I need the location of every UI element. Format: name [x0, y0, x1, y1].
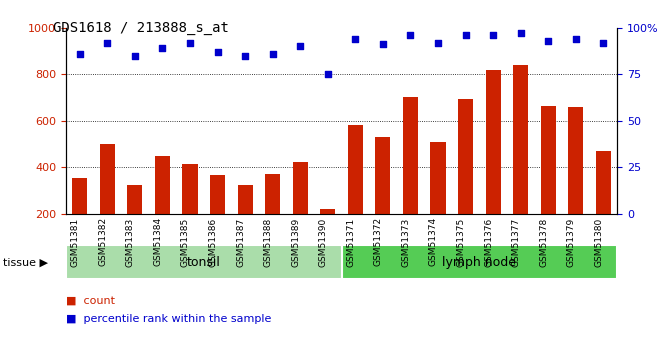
Text: GSM51388: GSM51388 [263, 217, 273, 267]
Bar [127, 185, 143, 214]
Point [543, 38, 554, 43]
Bar [238, 185, 253, 214]
Text: tonsil: tonsil [187, 256, 220, 269]
Point [405, 32, 416, 38]
Text: GSM51382: GSM51382 [98, 217, 108, 266]
Bar [596, 151, 611, 214]
Text: GSM51390: GSM51390 [319, 217, 328, 267]
Point [240, 53, 250, 58]
Bar [100, 144, 115, 214]
Text: GSM51383: GSM51383 [126, 217, 135, 267]
Bar [182, 164, 197, 214]
Bar [376, 137, 391, 214]
Text: GSM51371: GSM51371 [346, 217, 355, 267]
Text: GSM51376: GSM51376 [484, 217, 493, 267]
Point [213, 49, 223, 55]
Bar [486, 69, 501, 214]
Point [488, 32, 498, 38]
Text: GSM51378: GSM51378 [539, 217, 548, 267]
Point [598, 40, 609, 45]
Point [350, 36, 360, 41]
Bar [541, 106, 556, 214]
Point [129, 53, 140, 58]
Point [102, 40, 113, 45]
Bar [66, 245, 342, 279]
Bar [568, 107, 583, 214]
Point [460, 32, 471, 38]
Bar [320, 209, 335, 214]
Point [433, 40, 444, 45]
Text: GSM51387: GSM51387 [236, 217, 245, 267]
Bar [403, 97, 418, 214]
Bar [342, 245, 617, 279]
Text: GSM51381: GSM51381 [71, 217, 80, 267]
Text: GSM51373: GSM51373 [401, 217, 411, 267]
Bar [458, 99, 473, 214]
Bar [513, 65, 528, 214]
Point [75, 51, 85, 57]
Text: GSM51389: GSM51389 [291, 217, 300, 267]
Text: GSM51374: GSM51374 [429, 217, 438, 266]
Text: GDS1618 / 213888_s_at: GDS1618 / 213888_s_at [53, 21, 228, 35]
Text: GSM51384: GSM51384 [153, 217, 162, 266]
Text: GSM51377: GSM51377 [512, 217, 521, 267]
Text: GSM51375: GSM51375 [457, 217, 465, 267]
Point [570, 36, 581, 41]
Point [295, 43, 306, 49]
Bar [348, 125, 363, 214]
Bar [210, 176, 225, 214]
Text: GSM51386: GSM51386 [209, 217, 218, 267]
Bar [292, 161, 308, 214]
Bar [265, 174, 280, 214]
Point [378, 42, 388, 47]
Bar [72, 178, 87, 214]
Point [515, 30, 526, 36]
Text: lymph node: lymph node [442, 256, 516, 269]
Text: ■  count: ■ count [66, 295, 115, 305]
Text: GSM51380: GSM51380 [594, 217, 603, 267]
Text: GSM51372: GSM51372 [374, 217, 383, 266]
Bar [155, 156, 170, 214]
Text: ■  percentile rank within the sample: ■ percentile rank within the sample [66, 314, 271, 324]
Point [157, 45, 168, 51]
Point [323, 71, 333, 77]
Point [267, 51, 278, 57]
Bar [430, 142, 446, 214]
Text: GSM51379: GSM51379 [567, 217, 576, 267]
Point [185, 40, 195, 45]
Text: tissue ▶: tissue ▶ [3, 257, 48, 267]
Text: GSM51385: GSM51385 [181, 217, 190, 267]
